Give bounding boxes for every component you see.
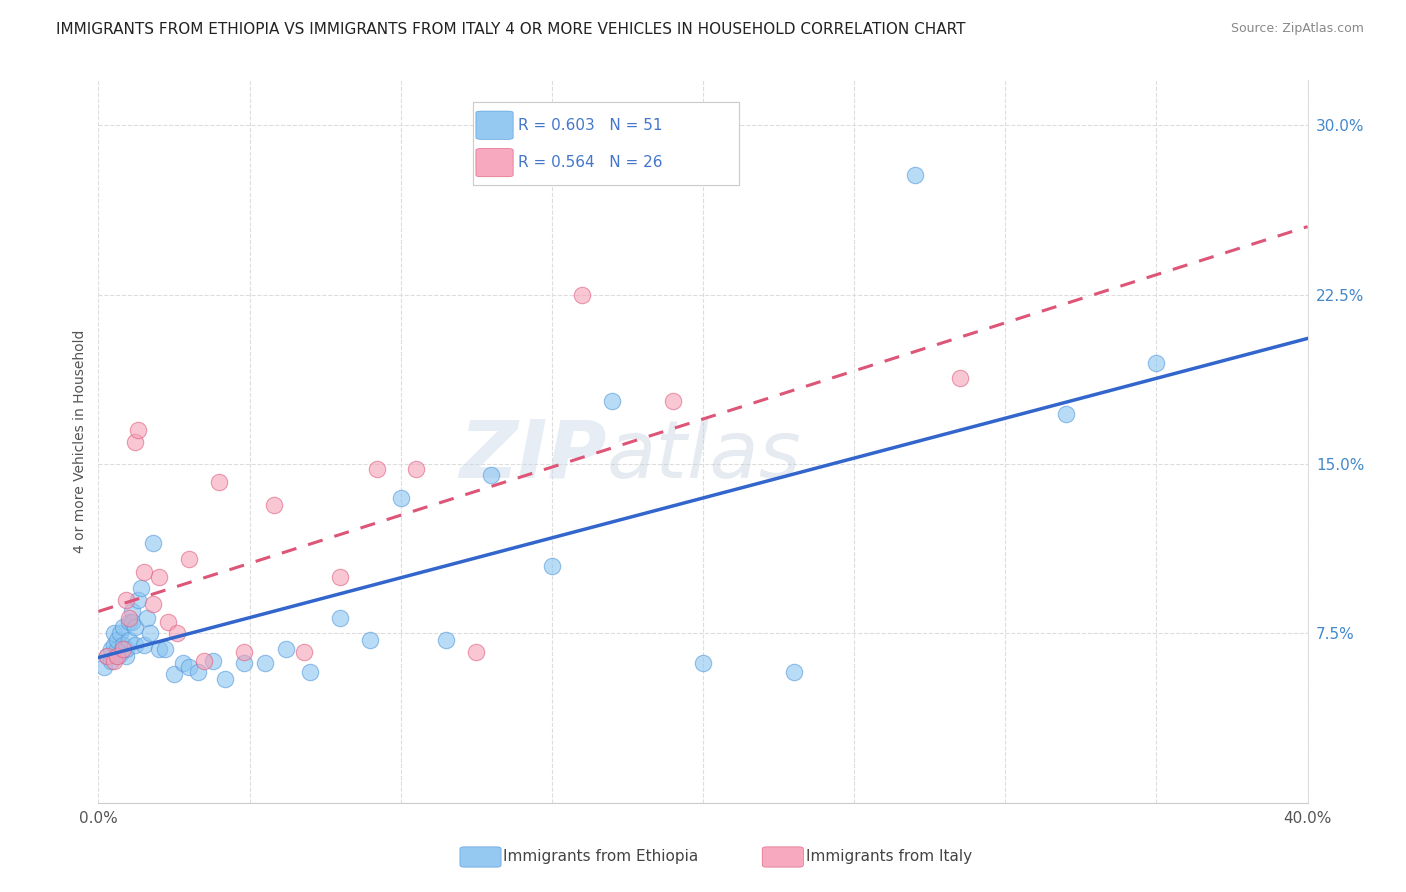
Point (111, 642, 134, 657)
Point (142, 597, 165, 611)
Point (156, 615, 179, 630)
Point (202, 654, 225, 668)
Point (389, 491, 412, 505)
Point (465, 644, 488, 658)
Point (179, 660, 201, 674)
Point (105, 648, 128, 663)
Point (274, 642, 297, 657)
Point (114, 592, 136, 607)
Point (139, 626, 162, 640)
Point (103, 638, 125, 652)
Point (118, 610, 141, 624)
Point (1144, 355, 1167, 369)
Point (96, 648, 118, 663)
Point (179, 552, 201, 566)
Point (360, 633, 382, 648)
Point (366, 461, 388, 475)
Point (434, 633, 457, 648)
Point (111, 638, 134, 652)
Point (405, 461, 427, 475)
Text: ZIP: ZIP (458, 417, 606, 495)
Point (481, 468, 503, 483)
Point (571, 287, 593, 301)
Point (129, 582, 152, 596)
Point (132, 566, 155, 580)
Point (135, 610, 157, 624)
Point (111, 620, 134, 634)
Point (904, 168, 927, 182)
Point (103, 654, 125, 668)
Point (292, 644, 315, 658)
Text: Immigrants from Ethiopia: Immigrants from Ethiopia (503, 849, 699, 864)
Point (114, 642, 136, 657)
Text: IMMIGRANTS FROM ETHIOPIA VS IMMIGRANTS FROM ITALY 4 OR MORE VEHICLES IN HOUSEHOL: IMMIGRANTS FROM ETHIOPIA VS IMMIGRANTS F… (56, 22, 966, 37)
Point (661, 393, 683, 408)
Point (263, 498, 285, 512)
Point (187, 665, 209, 679)
Point (105, 633, 128, 648)
Point (949, 371, 972, 385)
Point (124, 434, 146, 449)
Point (127, 592, 149, 607)
Text: Source: ZipAtlas.com: Source: ZipAtlas.com (1230, 22, 1364, 36)
Point (253, 656, 276, 670)
Point (108, 647, 131, 661)
Point (118, 615, 141, 630)
Point (121, 615, 143, 630)
Point (100, 654, 122, 668)
Point (166, 626, 188, 640)
Point (153, 642, 176, 657)
Point (329, 610, 352, 624)
Point (232, 644, 254, 658)
Point (142, 536, 165, 550)
Point (100, 642, 122, 657)
Point (93, 660, 115, 674)
Point (114, 648, 136, 663)
Point (193, 654, 215, 668)
Point (148, 642, 170, 657)
Point (127, 423, 149, 437)
Point (108, 626, 131, 640)
Point (1054, 408, 1077, 422)
Point (208, 475, 231, 490)
Point (124, 620, 146, 634)
Point (232, 656, 254, 670)
Point (172, 656, 194, 670)
Text: atlas: atlas (606, 417, 801, 495)
Point (299, 665, 322, 679)
Point (105, 648, 128, 663)
Text: Immigrants from Italy: Immigrants from Italy (806, 849, 972, 864)
Point (602, 393, 624, 408)
Point (118, 633, 141, 648)
FancyBboxPatch shape (460, 847, 501, 867)
Point (105, 642, 128, 657)
Point (132, 638, 155, 652)
Point (148, 570, 170, 584)
Point (163, 667, 186, 681)
Y-axis label: 4 or more Vehicles in Household: 4 or more Vehicles in Household (73, 330, 87, 553)
Point (329, 570, 352, 584)
Point (214, 672, 236, 686)
Point (124, 638, 146, 652)
Point (783, 665, 806, 679)
Point (96, 648, 118, 663)
Point (121, 604, 143, 618)
Point (540, 558, 562, 573)
Point (103, 626, 125, 640)
Point (692, 656, 714, 670)
FancyBboxPatch shape (762, 847, 803, 867)
